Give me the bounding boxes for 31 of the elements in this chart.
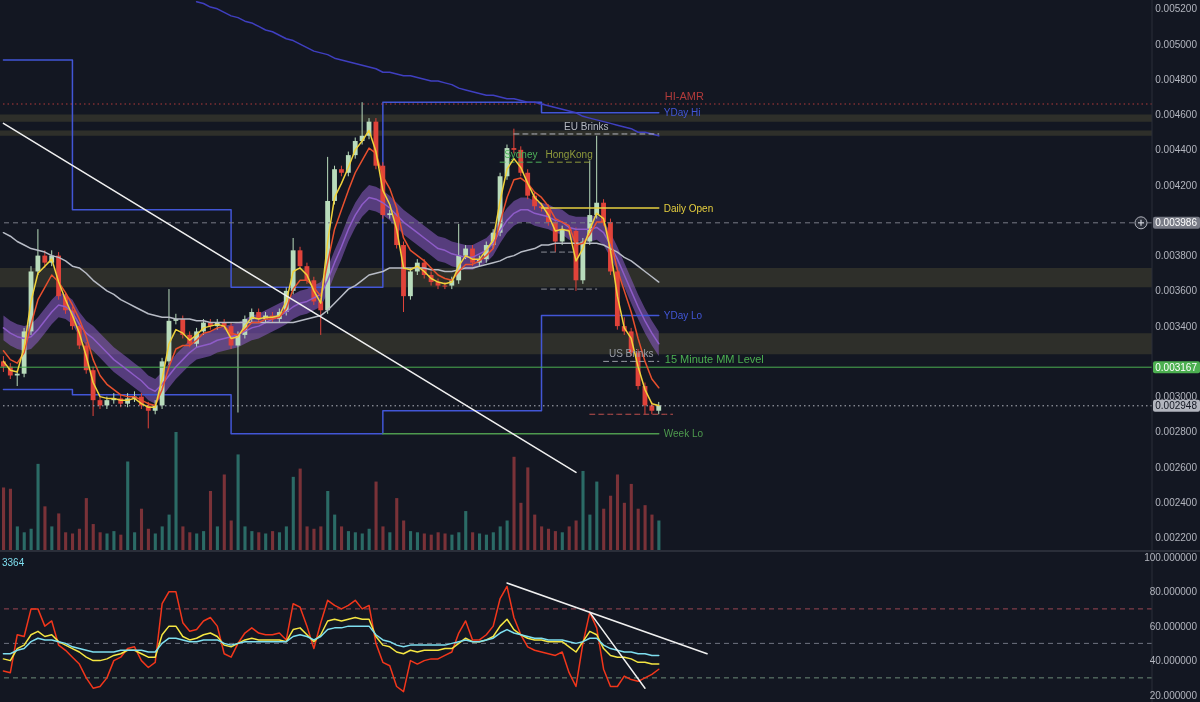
series-label: HongKong [545, 149, 593, 161]
series-label: Daily Open [663, 202, 714, 214]
y-tick-label: 0.004200 [1155, 179, 1198, 191]
y-tick-label: 0.003400 [1155, 320, 1198, 332]
y-tick-label: 0.003986 [1155, 217, 1198, 229]
y-tick-label: 0.003167 [1155, 361, 1198, 373]
y-tick-label: 0.004400 [1155, 144, 1198, 156]
series-label: YDay Hi [663, 107, 701, 119]
y-tick-label: 0.002800 [1155, 426, 1198, 438]
y-tick-label: 0.005200 [1155, 3, 1198, 15]
ref-line-label: 15 Minute MM Level [664, 353, 764, 366]
y-tick-label: 0.002200 [1155, 532, 1198, 544]
y-tick-label: 100.000000 [1144, 551, 1198, 563]
y-tick-label: 0.002400 [1155, 496, 1198, 508]
y-tick-label: 40.000000 [1149, 655, 1198, 667]
series-label: YDay Lo [663, 310, 703, 322]
ref-line-label: HI-AMR [664, 90, 704, 103]
y-tick-label: 80.000000 [1149, 586, 1198, 598]
y-tick-label: 0.003800 [1155, 250, 1198, 262]
y-tick-label: 0.005000 [1155, 38, 1198, 50]
y-tick-label: 0.004800 [1155, 73, 1198, 85]
annotation: 3364 [2, 557, 25, 568]
y-tick-label: 60.000000 [1149, 620, 1198, 632]
y-tick-label: 20.000000 [1149, 689, 1198, 701]
y-tick-label: 0.002600 [1155, 461, 1198, 473]
series-label: Week Lo [663, 428, 704, 440]
y-tick-label: 0.003000 [1155, 391, 1198, 403]
y-tick-label: 0.002948 [1155, 400, 1198, 412]
series-label: EU Brinks [564, 120, 609, 132]
y-tick-label: 0.004600 [1155, 109, 1198, 121]
y-tick-label: 0.003600 [1155, 285, 1198, 297]
